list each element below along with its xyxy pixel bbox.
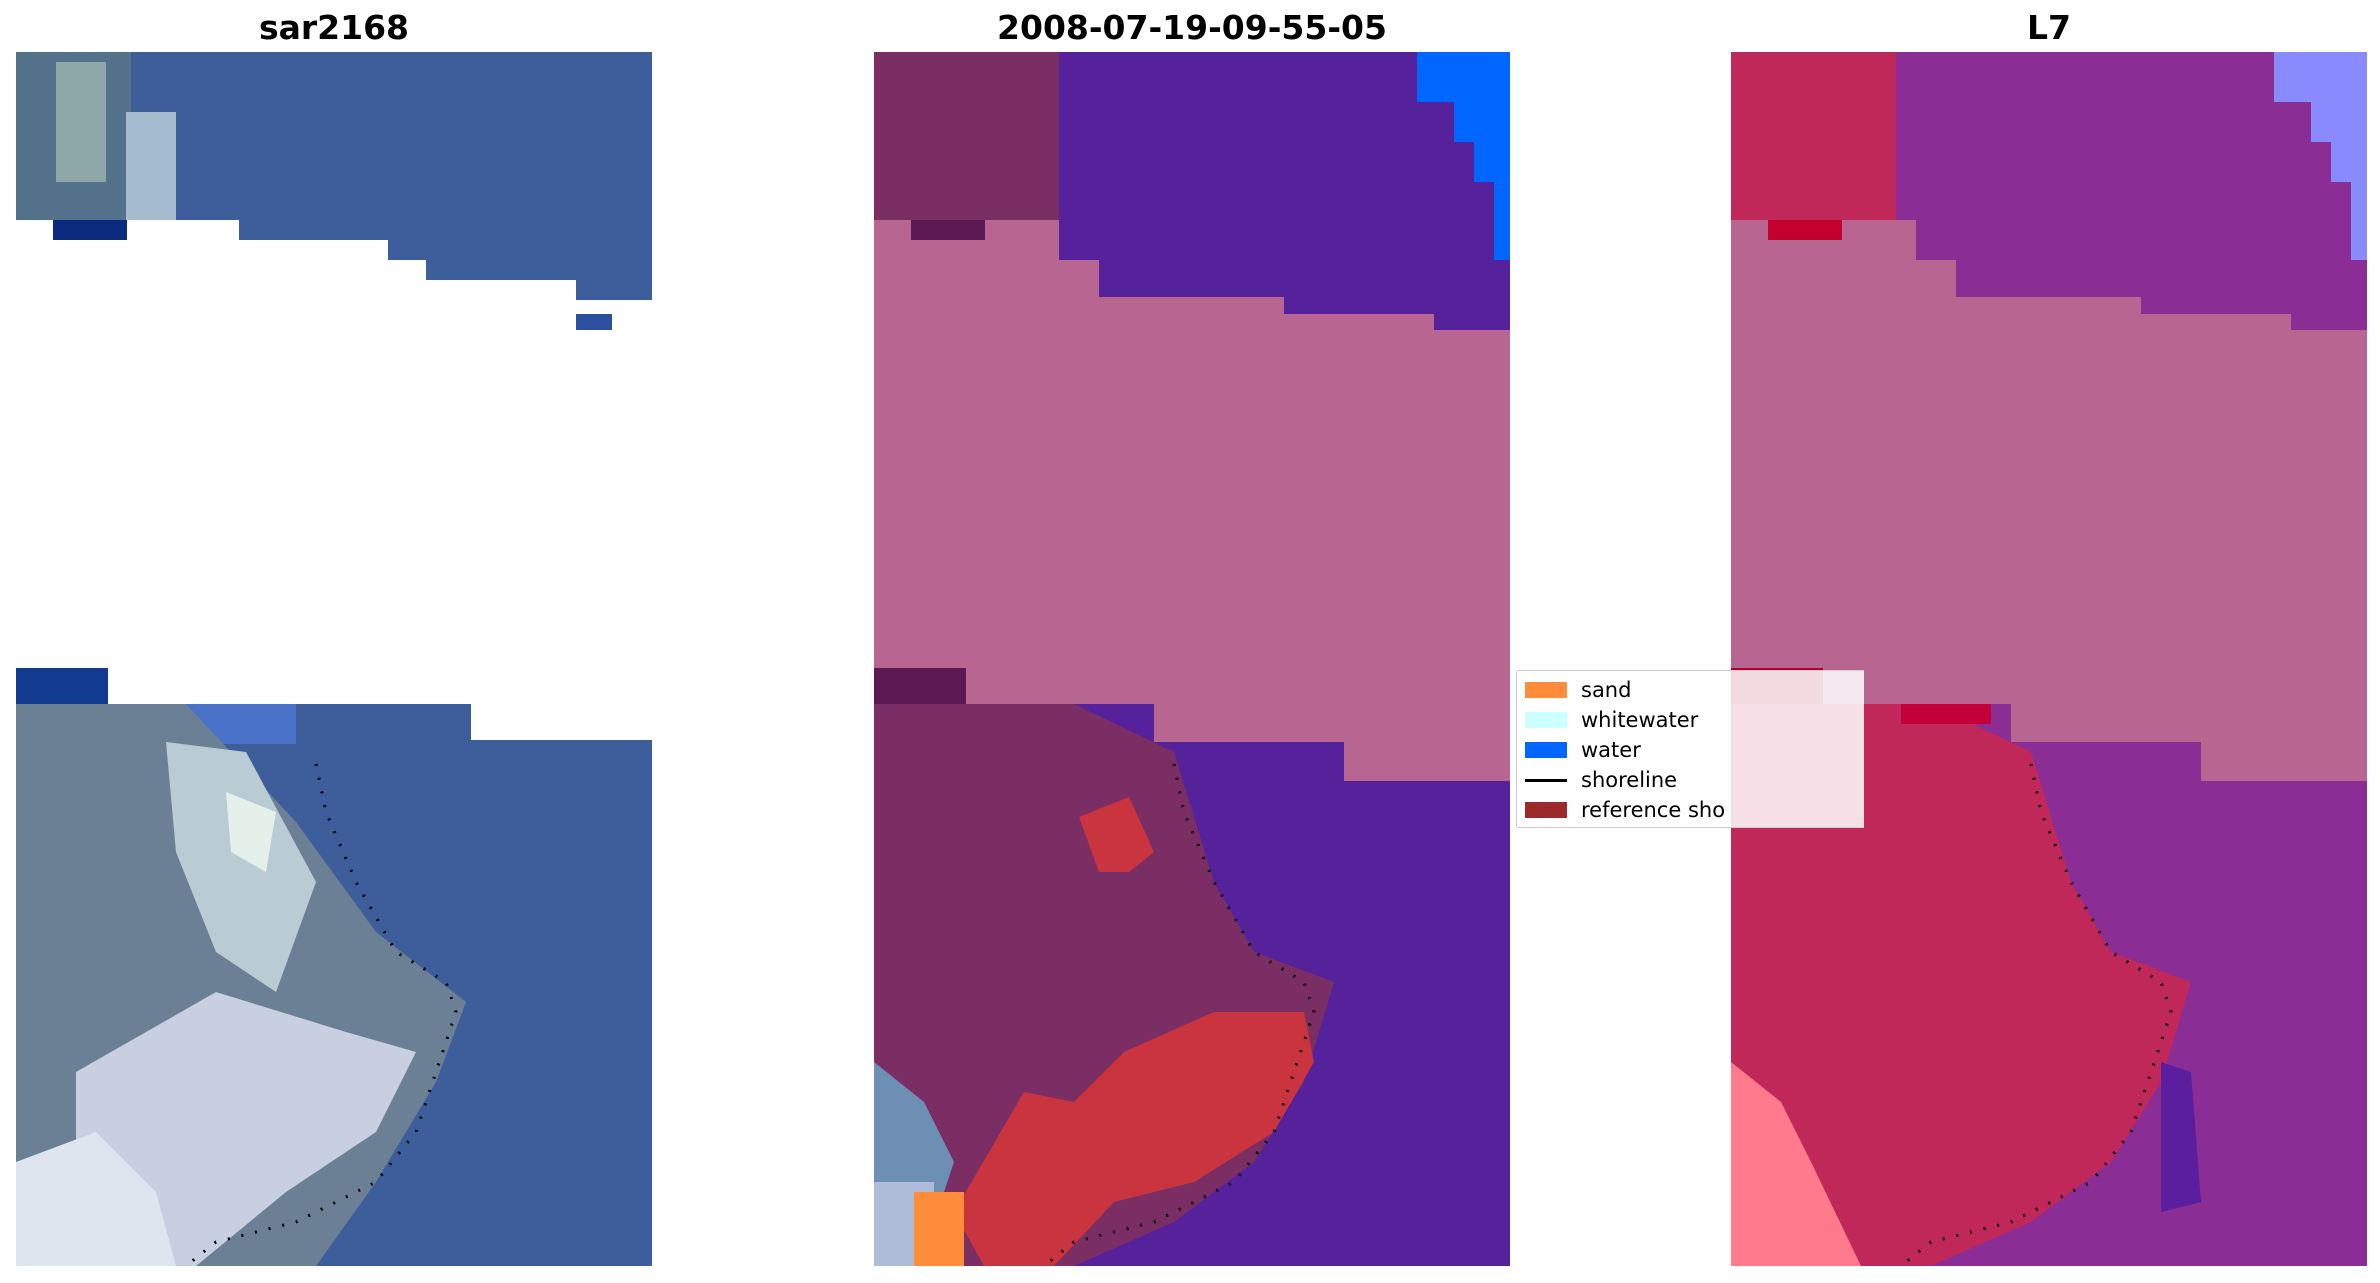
legend-item-whitewater: whitewater [1525, 707, 1698, 733]
legend-label: reference sho [1581, 798, 1726, 822]
water-swatch [1525, 742, 1567, 758]
legend-item-water: water [1525, 737, 1641, 763]
legend-label: shoreline [1581, 768, 1678, 792]
sar-image-panel [16, 52, 652, 1266]
classified-image-panel [874, 52, 1510, 1266]
legend-label: whitewater [1581, 708, 1699, 732]
legend-item-reference-shoreline: reference sho [1525, 797, 1725, 823]
sand-swatch [1525, 682, 1567, 698]
panel-title-sar: sar2168 [258, 8, 410, 47]
shoreline-line-swatch [1525, 778, 1567, 782]
l7-image-panel [1731, 52, 2367, 1266]
panel-title-classified: 2008-07-19-09-55-05 [997, 8, 1387, 47]
whitewater-swatch [1525, 712, 1567, 728]
legend-label: sand [1581, 678, 1632, 702]
legend: sand whitewater water shoreline referenc… [1516, 670, 1864, 828]
panel-title-mndwi: L7 [2027, 8, 2071, 47]
legend-item-sand: sand [1525, 677, 1631, 703]
legend-item-shoreline: shoreline [1525, 767, 1677, 793]
legend-label: water [1581, 738, 1641, 762]
reference-shoreline-swatch [1525, 802, 1567, 818]
